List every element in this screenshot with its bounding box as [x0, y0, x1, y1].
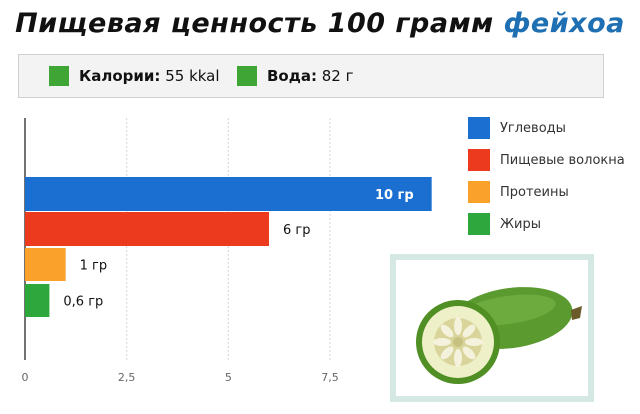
title-accent: фейхоа [503, 8, 625, 39]
x-tick-label: 0 [22, 371, 29, 384]
calories-item: Калории: 55 kkal [49, 55, 220, 97]
calories-label: Калории: [79, 67, 161, 85]
x-tick-label: 5 [225, 371, 232, 384]
bar-data-label: 1 гр [80, 259, 108, 274]
water-label: Вода: [267, 67, 317, 85]
legend-item: Углеводы [468, 116, 566, 140]
water-item: Вода: 82 г [237, 55, 354, 97]
bar-data-label: 0,6 гр [63, 295, 103, 310]
legend-swatch-icon [468, 117, 490, 139]
water-value: 82 г [321, 67, 354, 85]
nutrition-summary: Калории: 55 kkal Вода: 82 г [18, 54, 604, 98]
bar [25, 212, 269, 246]
feijoa-fruit-icon [416, 287, 582, 384]
bar [25, 248, 66, 281]
water-marker-icon [237, 66, 257, 86]
legend-label: Протеины [500, 184, 569, 200]
calories-value: 55 kkal [165, 67, 220, 85]
bar-data-label: 6 гр [283, 223, 311, 238]
legend-item: Жиры [468, 212, 541, 236]
legend-swatch-icon [468, 213, 490, 235]
legend-swatch-icon [468, 181, 490, 203]
bar-data-label: 10 гр [375, 188, 414, 203]
calories-marker-icon [49, 66, 69, 86]
legend-item: Пищевые волокна [468, 148, 625, 172]
chart-title: Пищевая ценность 100 грамм фейхоа [0, 8, 640, 39]
legend-label: Углеводы [500, 120, 566, 136]
legend-label: Жиры [500, 216, 541, 232]
bar [25, 284, 50, 317]
legend-swatch-icon [468, 149, 490, 171]
x-tick-label: 2,5 [118, 371, 136, 384]
title-main: Пищевая ценность 100 грамм [15, 8, 494, 39]
x-tick-label: 7,5 [321, 371, 339, 384]
bar [25, 177, 432, 211]
legend-item: Протеины [468, 180, 569, 204]
legend-label: Пищевые волокна [500, 152, 625, 168]
feijoa-photo [390, 254, 594, 402]
